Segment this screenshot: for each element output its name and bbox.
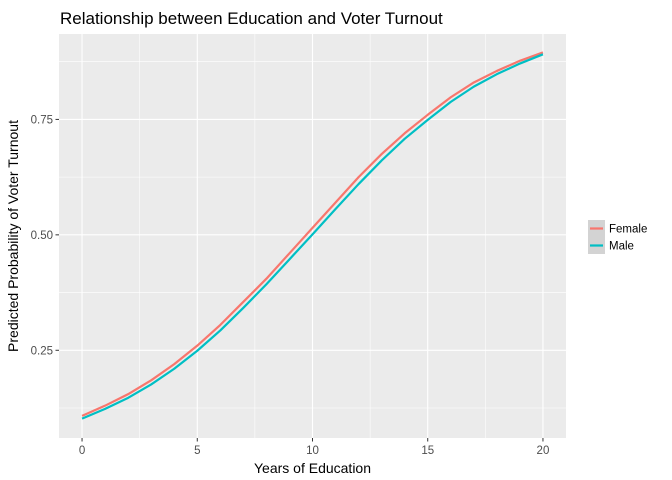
chart-title: Relationship between Education and Voter… bbox=[60, 9, 443, 28]
y-tick-label: 0.50 bbox=[31, 230, 53, 242]
y-axis-title: Predicted Probability of Voter Turnout bbox=[5, 120, 21, 352]
legend-label-female: Female bbox=[609, 224, 647, 236]
x-axis-ticks: 0 5 10 15 20 bbox=[79, 438, 550, 457]
x-tick-label: 0 bbox=[79, 445, 85, 457]
y-tick-label: 0.25 bbox=[31, 345, 53, 357]
x-tick-label: 15 bbox=[421, 445, 434, 457]
series-lines bbox=[81, 51, 544, 420]
legend: Female Male bbox=[588, 220, 647, 254]
series-line-female bbox=[81, 51, 544, 417]
y-tick-label: 0.75 bbox=[31, 114, 53, 126]
legend-label-male: Male bbox=[609, 241, 634, 253]
series-line-male bbox=[81, 53, 544, 420]
x-tick-label: 5 bbox=[194, 445, 200, 457]
x-tick-label: 10 bbox=[306, 445, 319, 457]
x-tick-label: 20 bbox=[537, 445, 550, 457]
y-axis-ticks: 0.25 0.50 0.75 bbox=[31, 114, 59, 357]
x-axis-title: Years of Education bbox=[254, 460, 371, 476]
